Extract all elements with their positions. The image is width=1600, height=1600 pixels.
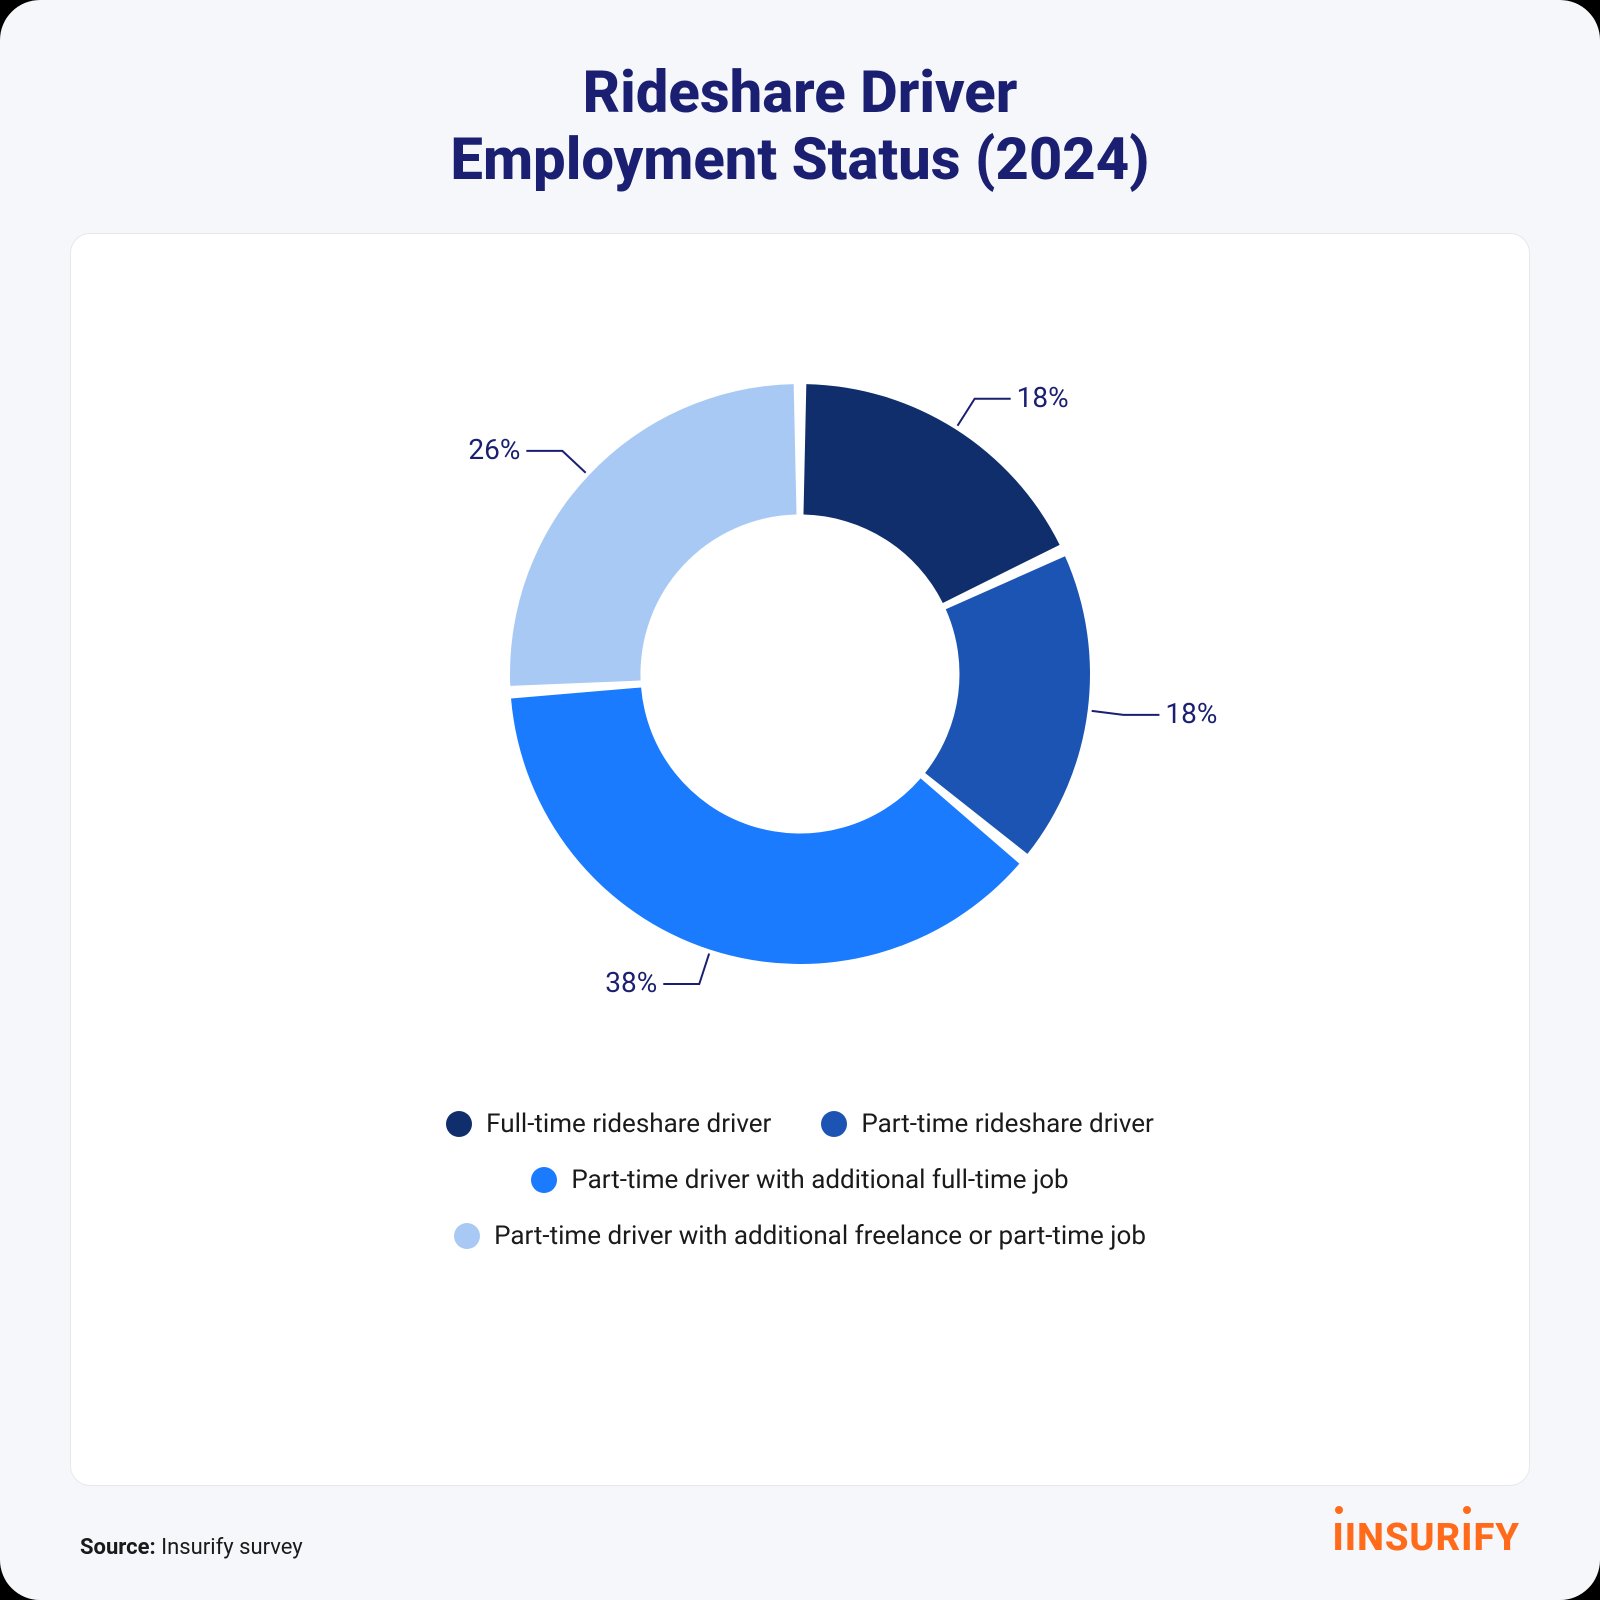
leader-line — [958, 399, 1011, 426]
legend-swatch — [821, 1111, 847, 1137]
legend-label: Part-time driver with additional freelan… — [494, 1221, 1146, 1251]
brand-logo: IINSURIFY — [1332, 1516, 1520, 1560]
legend-swatch — [454, 1223, 480, 1249]
donut-slice — [510, 384, 797, 686]
donut-chart: 18%18%38%26% — [420, 294, 1180, 1054]
outer-card: Rideshare Driver Employment Status (2024… — [0, 0, 1600, 1600]
legend-label: Part-time driver with additional full-ti… — [571, 1165, 1068, 1195]
donut-slice — [803, 384, 1059, 603]
source-label: Source: — [80, 1535, 156, 1560]
page-title: Rideshare Driver Employment Status (2024… — [70, 60, 1530, 193]
chart-card: 18% 18% 38% 26% Full-time rideshare driver P… — [70, 233, 1530, 1486]
brand-text-before: INSUR — [1345, 1516, 1461, 1560]
brand-i-lead: I — [1332, 1516, 1344, 1560]
title-line-1: Rideshare Driver — [583, 59, 1018, 127]
source-text: Source: Insurify survey — [80, 1535, 303, 1560]
donut-slice — [511, 688, 1019, 965]
brand-i-mid: I — [1461, 1516, 1473, 1560]
slice-label: 18% — [1165, 697, 1217, 730]
legend-label: Part-time rideshare driver — [861, 1109, 1154, 1139]
legend-label: Full-time rideshare driver — [486, 1109, 771, 1139]
slice-label: 26% — [468, 433, 520, 466]
source-value: Insurify survey — [161, 1535, 303, 1560]
legend-row: Part-time driver with additional freelan… — [454, 1221, 1146, 1251]
legend-item: Part-time rideshare driver — [821, 1109, 1154, 1139]
leader-line — [1092, 711, 1160, 715]
legend-item: Full-time rideshare driver — [446, 1109, 771, 1139]
legend-row: Full-time rideshare driver Part-time ride… — [446, 1109, 1154, 1139]
leader-line — [526, 451, 585, 473]
legend-item: Part-time driver with additional freelan… — [454, 1221, 1146, 1251]
legend-swatch — [531, 1167, 557, 1193]
legend: Full-time rideshare driver Part-time ride… — [446, 1109, 1154, 1251]
leader-line — [663, 954, 709, 984]
footer: Source: Insurify survey IINSURIFY — [70, 1516, 1530, 1560]
brand-text-after: FY — [1473, 1516, 1520, 1560]
legend-row: Part-time driver with additional full-ti… — [531, 1165, 1068, 1195]
title-line-2: Employment Status (2024) — [450, 126, 1149, 194]
slice-label: 18% — [1017, 381, 1069, 414]
legend-item: Part-time driver with additional full-ti… — [531, 1165, 1068, 1195]
slice-label: 38% — [605, 966, 657, 999]
legend-swatch — [446, 1111, 472, 1137]
